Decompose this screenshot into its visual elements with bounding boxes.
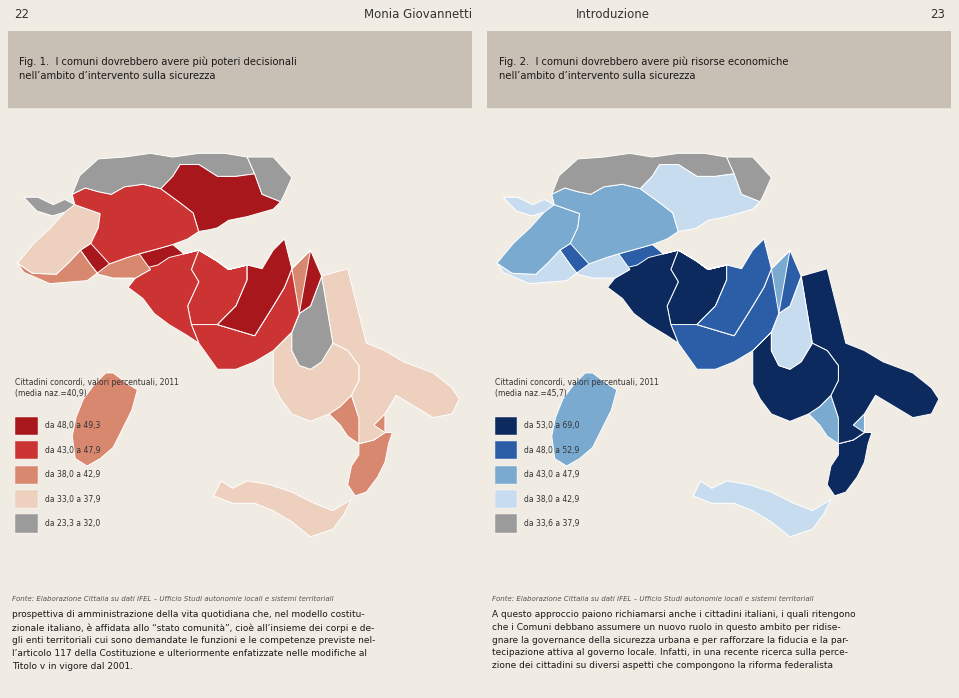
Polygon shape (72, 373, 137, 466)
Text: Cittadini concordi, valori percentuali, 2011
(media naz.=45,7): Cittadini concordi, valori percentuali, … (495, 378, 659, 398)
Text: A questo approccio paiono richiamarsi anche i cittadini italiani, i quali riteng: A questo approccio paiono richiamarsi an… (492, 610, 855, 670)
Polygon shape (81, 214, 321, 336)
Polygon shape (72, 154, 255, 194)
Polygon shape (161, 165, 281, 232)
Polygon shape (497, 198, 579, 274)
Polygon shape (188, 269, 299, 369)
Text: da 33,6 a 37,9: da 33,6 a 37,9 (525, 519, 579, 528)
Text: da 38,0 a 42,9: da 38,0 a 42,9 (45, 470, 100, 479)
Polygon shape (218, 239, 292, 336)
Bar (495, 466, 517, 484)
Bar (15, 417, 37, 435)
Polygon shape (801, 269, 939, 444)
Text: da 43,0 a 47,9: da 43,0 a 47,9 (525, 470, 579, 479)
Bar (495, 514, 517, 533)
Text: 22: 22 (14, 8, 30, 21)
Polygon shape (214, 481, 351, 537)
Text: Fonte: Elaborazione Cittalia su dati IFEL – Ufficio Studi autonomie locali e sis: Fonte: Elaborazione Cittalia su dati IFE… (12, 595, 334, 602)
Polygon shape (497, 250, 630, 283)
Polygon shape (321, 269, 459, 444)
Polygon shape (72, 184, 199, 264)
Text: Introduzione: Introduzione (575, 8, 649, 21)
Polygon shape (292, 276, 333, 369)
Text: Fig. 2.  I comuni dovrebbero avere più risorse economiche
nell’ambito d’interven: Fig. 2. I comuni dovrebbero avere più ri… (499, 57, 788, 81)
Polygon shape (503, 198, 554, 216)
Polygon shape (727, 157, 771, 202)
Text: da 43,0 a 47,9: da 43,0 a 47,9 (45, 446, 100, 454)
Text: Cittadini concordi, valori percentuali, 2011
(media naz.=40,9): Cittadini concordi, valori percentuali, … (15, 378, 179, 398)
Polygon shape (551, 154, 735, 194)
Polygon shape (560, 228, 678, 343)
Bar (15, 490, 37, 508)
Polygon shape (808, 395, 876, 444)
Text: 23: 23 (929, 8, 945, 21)
Polygon shape (247, 157, 292, 202)
Polygon shape (17, 198, 100, 274)
Polygon shape (753, 250, 801, 350)
Polygon shape (667, 269, 779, 369)
Polygon shape (348, 433, 392, 496)
Polygon shape (771, 276, 812, 369)
Text: da 48,0 a 52,9: da 48,0 a 52,9 (525, 446, 579, 454)
Polygon shape (551, 184, 678, 264)
Bar (8, 31, 472, 107)
Polygon shape (753, 332, 838, 422)
Bar (487, 31, 951, 107)
Polygon shape (641, 165, 760, 232)
Text: Monia Giovannetti: Monia Giovannetti (364, 8, 473, 21)
Bar (495, 417, 517, 435)
Bar (15, 441, 37, 459)
Text: da 33,0 a 37,9: da 33,0 a 37,9 (45, 495, 100, 503)
Bar (495, 441, 517, 459)
Polygon shape (188, 250, 247, 325)
Bar (495, 490, 517, 508)
Polygon shape (828, 433, 872, 496)
Text: da 53,0 a 69,0: da 53,0 a 69,0 (525, 422, 579, 430)
Bar (15, 514, 37, 533)
Polygon shape (667, 250, 727, 325)
Text: prospettiva di amministrazione della vita quotidiana che, nel modello costitu-
z: prospettiva di amministrazione della vit… (12, 610, 376, 671)
Text: Fonte: Elaborazione Cittalia su dati IFEL – Ufficio Studi autonomie locali e sis: Fonte: Elaborazione Cittalia su dati IFE… (492, 595, 813, 602)
Polygon shape (17, 250, 151, 283)
Text: da 48,0 a 49,3: da 48,0 a 49,3 (45, 422, 100, 430)
Text: da 38,0 a 42,9: da 38,0 a 42,9 (525, 495, 579, 503)
Polygon shape (560, 214, 801, 336)
Polygon shape (273, 250, 321, 350)
Polygon shape (551, 373, 617, 466)
Polygon shape (697, 239, 771, 336)
Text: Fig. 1.  I comuni dovrebbero avere più poteri decisionali
nell’ambito d’interven: Fig. 1. I comuni dovrebbero avere più po… (19, 57, 297, 81)
Text: da 23,3 a 32,0: da 23,3 a 32,0 (45, 519, 100, 528)
Polygon shape (273, 332, 359, 422)
Bar (15, 466, 37, 484)
Polygon shape (24, 198, 75, 216)
Polygon shape (693, 481, 830, 537)
Polygon shape (81, 228, 199, 343)
Polygon shape (329, 395, 396, 444)
